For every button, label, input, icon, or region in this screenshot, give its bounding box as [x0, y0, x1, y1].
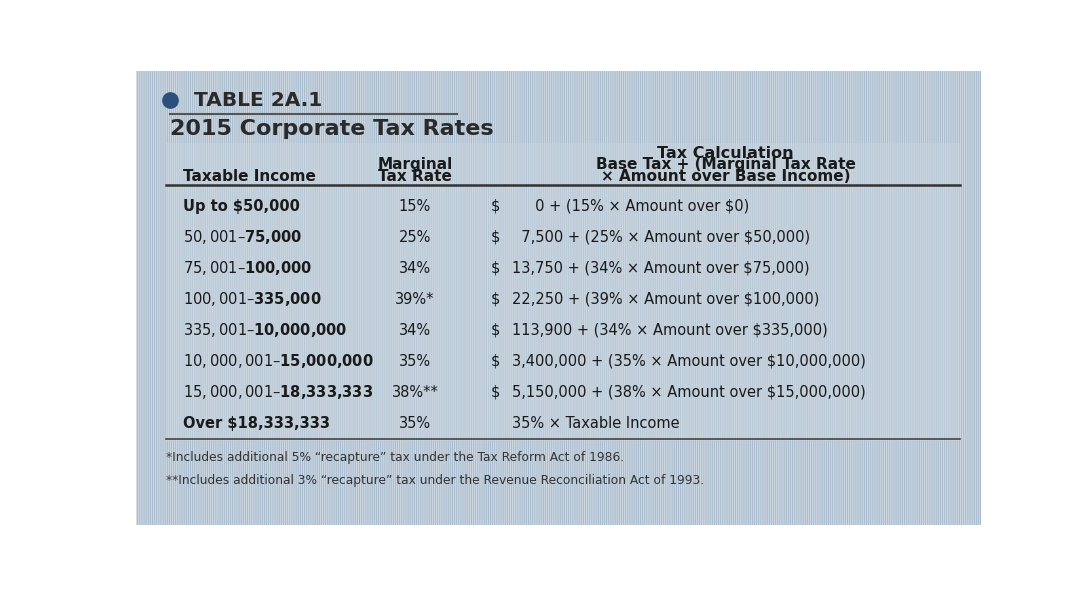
Text: **Includes additional 3% “recapture” tax under the Revenue Reconciliation Act of: **Includes additional 3% “recapture” tax…: [166, 474, 704, 487]
Text: 13,750 + (34% × Amount over $75,000): 13,750 + (34% × Amount over $75,000): [512, 261, 810, 276]
Bar: [166, 143, 960, 441]
Text: Up to $50,000: Up to $50,000: [183, 199, 300, 214]
Text: $15,000,001–$18,333,333: $15,000,001–$18,333,333: [183, 384, 373, 401]
Text: 38%**: 38%**: [391, 385, 438, 400]
Text: 39%*: 39%*: [396, 292, 435, 307]
Text: 25%: 25%: [399, 230, 432, 245]
Text: $: $: [490, 385, 505, 400]
Text: $: $: [490, 230, 500, 245]
Text: Taxable Income: Taxable Income: [183, 169, 316, 183]
Text: 113,900 + (34% × Amount over $335,000): 113,900 + (34% × Amount over $335,000): [512, 323, 828, 337]
Text: Base Tax + (Marginal Tax Rate: Base Tax + (Marginal Tax Rate: [595, 158, 856, 172]
Text: 2015 Corporate Tax Rates: 2015 Corporate Tax Rates: [170, 119, 494, 139]
Text: $335,001–$10,000,000: $335,001–$10,000,000: [183, 322, 348, 339]
Text: Tax Calculation: Tax Calculation: [657, 146, 794, 161]
Text: 0 + (15% × Amount over $0): 0 + (15% × Amount over $0): [512, 199, 750, 214]
Text: *Includes additional 5% “recapture” tax under the Tax Reform Act of 1986.: *Includes additional 5% “recapture” tax …: [166, 451, 623, 464]
Text: $: $: [490, 323, 500, 337]
Text: × Amount over Base Income): × Amount over Base Income): [601, 169, 850, 183]
Text: $10,000,001–$15,000,000: $10,000,001–$15,000,000: [183, 352, 373, 371]
Text: 3,400,000 + (35% × Amount over $10,000,000): 3,400,000 + (35% × Amount over $10,000,0…: [512, 354, 867, 369]
Text: TABLE 2A.1: TABLE 2A.1: [194, 91, 322, 110]
Text: $: $: [490, 354, 505, 369]
Text: $75,001–$100,000: $75,001–$100,000: [183, 259, 312, 277]
Text: Tax Rate: Tax Rate: [378, 169, 452, 183]
Text: Over $18,333,333: Over $18,333,333: [183, 416, 329, 431]
Text: $: $: [490, 199, 500, 214]
Text: 34%: 34%: [399, 261, 431, 276]
Text: $: $: [490, 261, 500, 276]
Text: Marginal: Marginal: [377, 158, 452, 172]
Text: 7,500 + (25% × Amount over $50,000): 7,500 + (25% × Amount over $50,000): [512, 230, 810, 245]
Text: 35%: 35%: [399, 416, 431, 431]
Text: $50,001–$75,000: $50,001–$75,000: [183, 228, 302, 246]
Text: 34%: 34%: [399, 323, 431, 337]
Text: 22,250 + (39% × Amount over $100,000): 22,250 + (39% × Amount over $100,000): [512, 292, 820, 307]
Text: 35% × Taxable Income: 35% × Taxable Income: [512, 416, 680, 431]
Text: 5,150,000 + (38% × Amount over $15,000,000): 5,150,000 + (38% × Amount over $15,000,0…: [512, 385, 865, 400]
Text: 35%: 35%: [399, 354, 431, 369]
Text: $: $: [490, 292, 500, 307]
Text: $100,001–$335,000: $100,001–$335,000: [183, 290, 322, 308]
Text: 15%: 15%: [399, 199, 432, 214]
